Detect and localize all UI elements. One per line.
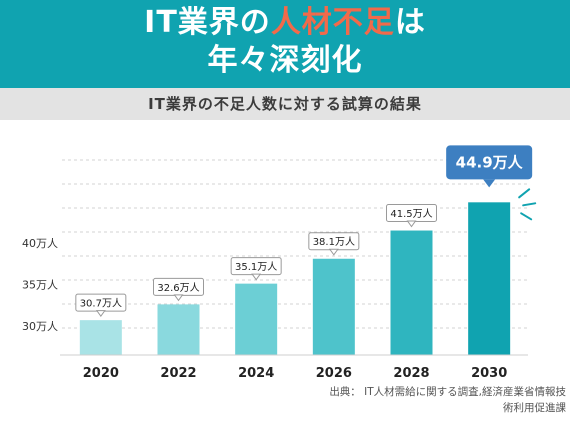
bar-2026 [312, 258, 355, 355]
headline-highlight: 人材不足 [270, 5, 395, 40]
x-tick-label: 2024 [238, 366, 274, 381]
source-line-2: 術利用促進課 [503, 402, 566, 414]
data-label: 38.1万人 [313, 236, 355, 248]
bar-2022 [157, 304, 200, 355]
y-tick-label: 35万人 [22, 278, 58, 291]
data-label-pointer [95, 310, 106, 317]
data-label: 32.6万人 [157, 282, 199, 294]
x-tick-label: 2028 [393, 366, 429, 381]
bar-2020 [79, 320, 122, 355]
emphasis-stroke [522, 202, 537, 207]
emphasis-stroke [520, 212, 533, 221]
data-label: 30.7万人 [80, 298, 122, 310]
callout-pointer [483, 179, 496, 188]
data-label-highlight: 44.9万人 [456, 153, 524, 171]
data-label: 35.1万人 [235, 261, 277, 273]
headline-part-3: は [394, 5, 426, 40]
source-note: 出典： IT人材需給に関する調査,経済産業省情報技 術利用促進課 [306, 384, 566, 416]
x-tick-label: 2022 [160, 366, 196, 381]
subtitle-bar [0, 88, 570, 120]
header-banner [0, 0, 570, 88]
data-label-pointer [406, 220, 417, 228]
data-label-pointer [173, 294, 184, 302]
x-tick-label: 2020 [83, 366, 119, 381]
y-tick-label: 40万人 [22, 237, 58, 250]
emphasis-stroke [518, 188, 531, 199]
bar-2024 [235, 283, 278, 355]
data-label: 41.5万人 [390, 208, 432, 220]
bar-2028 [390, 230, 433, 355]
bar-2030 [468, 202, 511, 355]
x-tick-label: 2030 [471, 366, 507, 381]
source-line-1: 出典： IT人材需給に関する調査,経済産業省情報技 [329, 386, 566, 398]
y-tick-label: 30万人 [22, 320, 58, 333]
chart-subtitle: IT業界の不足人数に対する試算の結果 [148, 95, 422, 113]
headline-part-1: IT業界の [144, 5, 271, 40]
data-label-pointer [251, 273, 262, 281]
headline-line-2: 年々深刻化 [207, 43, 363, 78]
data-label-pointer [328, 248, 339, 256]
headline-line-1: IT業界の人材不足は [0, 6, 570, 40]
callout-box [446, 145, 533, 180]
x-tick-label: 2026 [316, 366, 352, 381]
